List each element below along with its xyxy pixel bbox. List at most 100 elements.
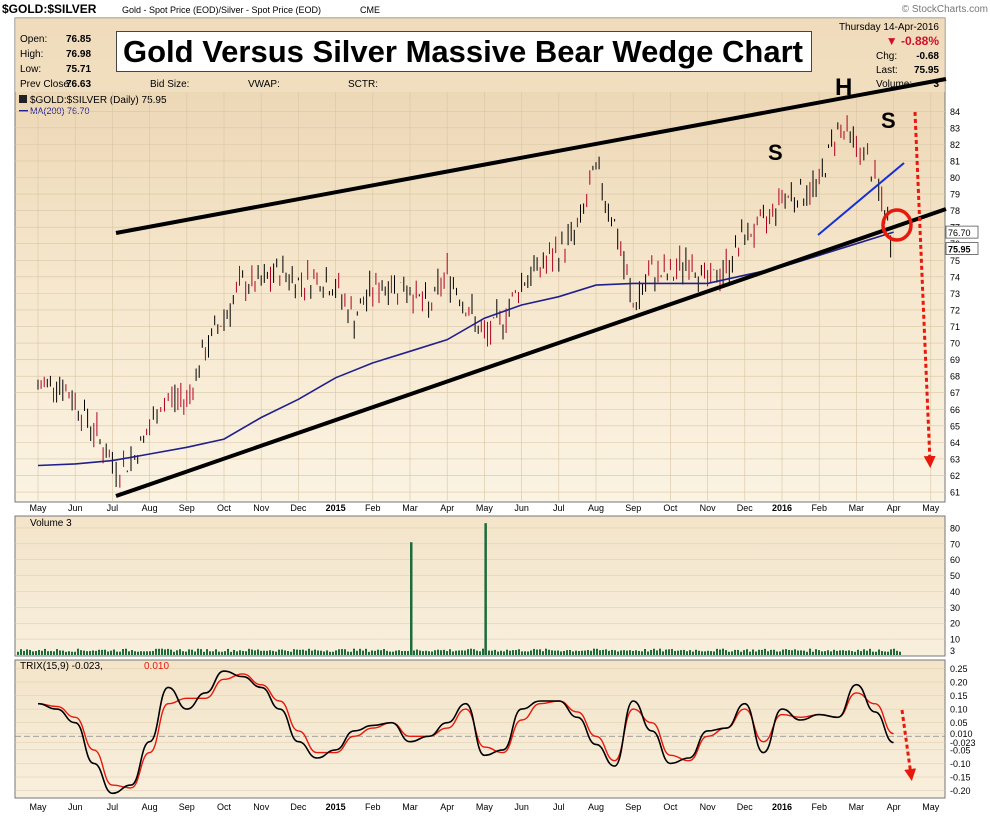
volume-bar [170, 649, 172, 655]
volume-bar [134, 651, 136, 655]
wedge-lower-line [115, 207, 947, 498]
volume-bar [149, 651, 151, 655]
volume-bar [653, 648, 655, 655]
volume-bar [356, 650, 358, 655]
ma200-series [37, 231, 894, 467]
volume-bar [44, 648, 46, 655]
volume-bar [146, 651, 148, 655]
volume-bar [506, 649, 508, 655]
volume-bar [392, 651, 394, 655]
stat-high-label: High: [20, 49, 43, 60]
trix-tick-label: -0.20 [950, 786, 971, 796]
volume-bar [311, 650, 313, 655]
volume-bar [77, 648, 79, 655]
wedge-upper-line [115, 77, 947, 235]
last-value-label: 76.70 [948, 228, 971, 238]
volume-bar [524, 651, 526, 655]
volume-bar [866, 650, 868, 655]
symbol-label: $GOLD:$SILVER [2, 2, 97, 16]
volume-bar [599, 650, 601, 655]
volume-bar [620, 650, 622, 655]
volume-bar [569, 649, 571, 655]
price-tick-label: 70 [950, 339, 960, 349]
volume-bar [629, 650, 631, 655]
volume-bar [251, 649, 253, 655]
volume-bar [101, 649, 103, 655]
volume-bar [791, 650, 793, 655]
volume-bar [896, 650, 898, 655]
bottom-x-tick: Nov [253, 802, 270, 812]
price-x-tick: Sep [179, 503, 195, 513]
volume-bar [815, 649, 817, 655]
trix-legend: TRIX(15,9) -0.023, 0.010 [20, 661, 169, 672]
price-x-tick: 2016 [772, 503, 792, 513]
price-legend-text: $GOLD:$SILVER (Daily) 75.95 [30, 95, 167, 106]
volume-bar [224, 651, 226, 655]
volume-bar [38, 649, 40, 655]
volume-bar [341, 649, 343, 655]
volume-bar [359, 648, 361, 655]
volume-bar [851, 651, 853, 655]
volume-bar [440, 650, 442, 655]
price-tick-label: 63 [950, 454, 960, 464]
volume-bar [398, 650, 400, 655]
volume-bar [389, 651, 391, 655]
watermark: © StockCharts.com [902, 4, 988, 15]
volume-bar [482, 648, 484, 655]
volume-bar [662, 651, 664, 655]
volume-bar [647, 651, 649, 655]
annotation-s-right: S [881, 108, 896, 133]
volume-bar [638, 650, 640, 655]
bottom-x-tick: Jul [553, 802, 565, 812]
price-tick-label: 64 [950, 438, 960, 448]
volume-bar [545, 648, 547, 655]
volume-bar [296, 649, 298, 655]
wedge-trendlines: H S S [115, 74, 947, 781]
bottom-x-tick: Jun [514, 802, 529, 812]
volume-bar [395, 650, 397, 655]
volume-bar [476, 650, 478, 655]
volume-bar [773, 649, 775, 655]
last-value-label: 75.95 [948, 245, 971, 255]
volume-bar [632, 650, 634, 655]
stat-volume-label: Volume: [876, 79, 912, 90]
trix-tick-label: -0.10 [950, 759, 971, 769]
volume-bar [20, 649, 22, 655]
volume-bar [86, 651, 88, 655]
volume-bar [422, 651, 424, 655]
volume-bar [863, 649, 865, 655]
trix-tick-label: 0.05 [950, 718, 968, 728]
volume-bar [794, 649, 796, 655]
volume-bar [32, 651, 34, 655]
volume-bar [116, 651, 118, 655]
volume-bar [257, 649, 259, 655]
volume-bar [473, 649, 475, 655]
volume-bar [275, 651, 277, 655]
volume-bar [332, 651, 334, 655]
price-x-tick: Aug [142, 503, 158, 513]
volume-bar [818, 650, 820, 655]
ma200-line [37, 231, 894, 467]
volume-bar [899, 651, 901, 655]
volume-bar [347, 651, 349, 655]
volume-bar [884, 651, 886, 655]
volume-bar [239, 650, 241, 655]
volume-bar [458, 650, 460, 655]
volume-bar [755, 651, 757, 655]
volume-bar [227, 648, 229, 655]
volume-bar [611, 649, 613, 655]
volume-bar [161, 648, 163, 655]
volume-bar [680, 650, 682, 655]
volume-panel [14, 515, 946, 657]
price-tick-label: 82 [950, 140, 960, 150]
volume-bar [554, 650, 556, 655]
price-tick-label: 68 [950, 372, 960, 382]
volume-bar [779, 651, 781, 655]
volume-tick-label: 50 [950, 571, 960, 581]
volume-bar [371, 650, 373, 655]
volume-bar [530, 650, 532, 655]
price-x-tick: Feb [365, 503, 381, 513]
volume-bar [608, 650, 610, 655]
volume-bar [131, 650, 133, 655]
